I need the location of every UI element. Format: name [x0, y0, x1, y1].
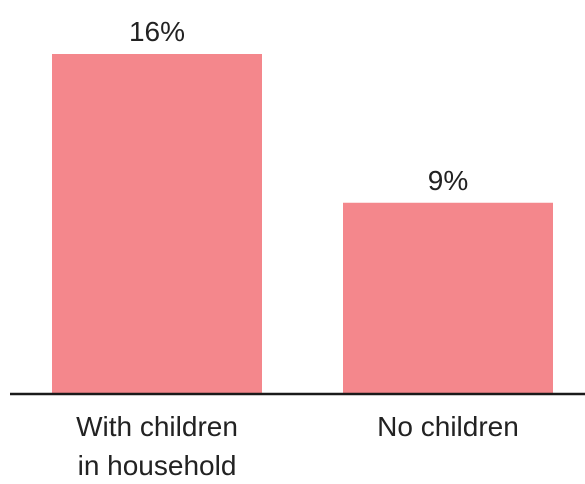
category-labels-group: With children in household No children [76, 411, 519, 481]
bar-value-label-1: 9% [428, 165, 468, 196]
bar-1 [343, 202, 553, 394]
bar-0 [52, 54, 262, 394]
category-label-0-line-0: With children [76, 411, 238, 442]
category-label-1-line-0: No children [377, 411, 519, 442]
bars-group [52, 54, 553, 394]
category-label-0-line-1: in household [78, 450, 237, 481]
bar-value-label-0: 16% [129, 16, 185, 47]
value-labels-group: 16% 9% [129, 16, 468, 196]
